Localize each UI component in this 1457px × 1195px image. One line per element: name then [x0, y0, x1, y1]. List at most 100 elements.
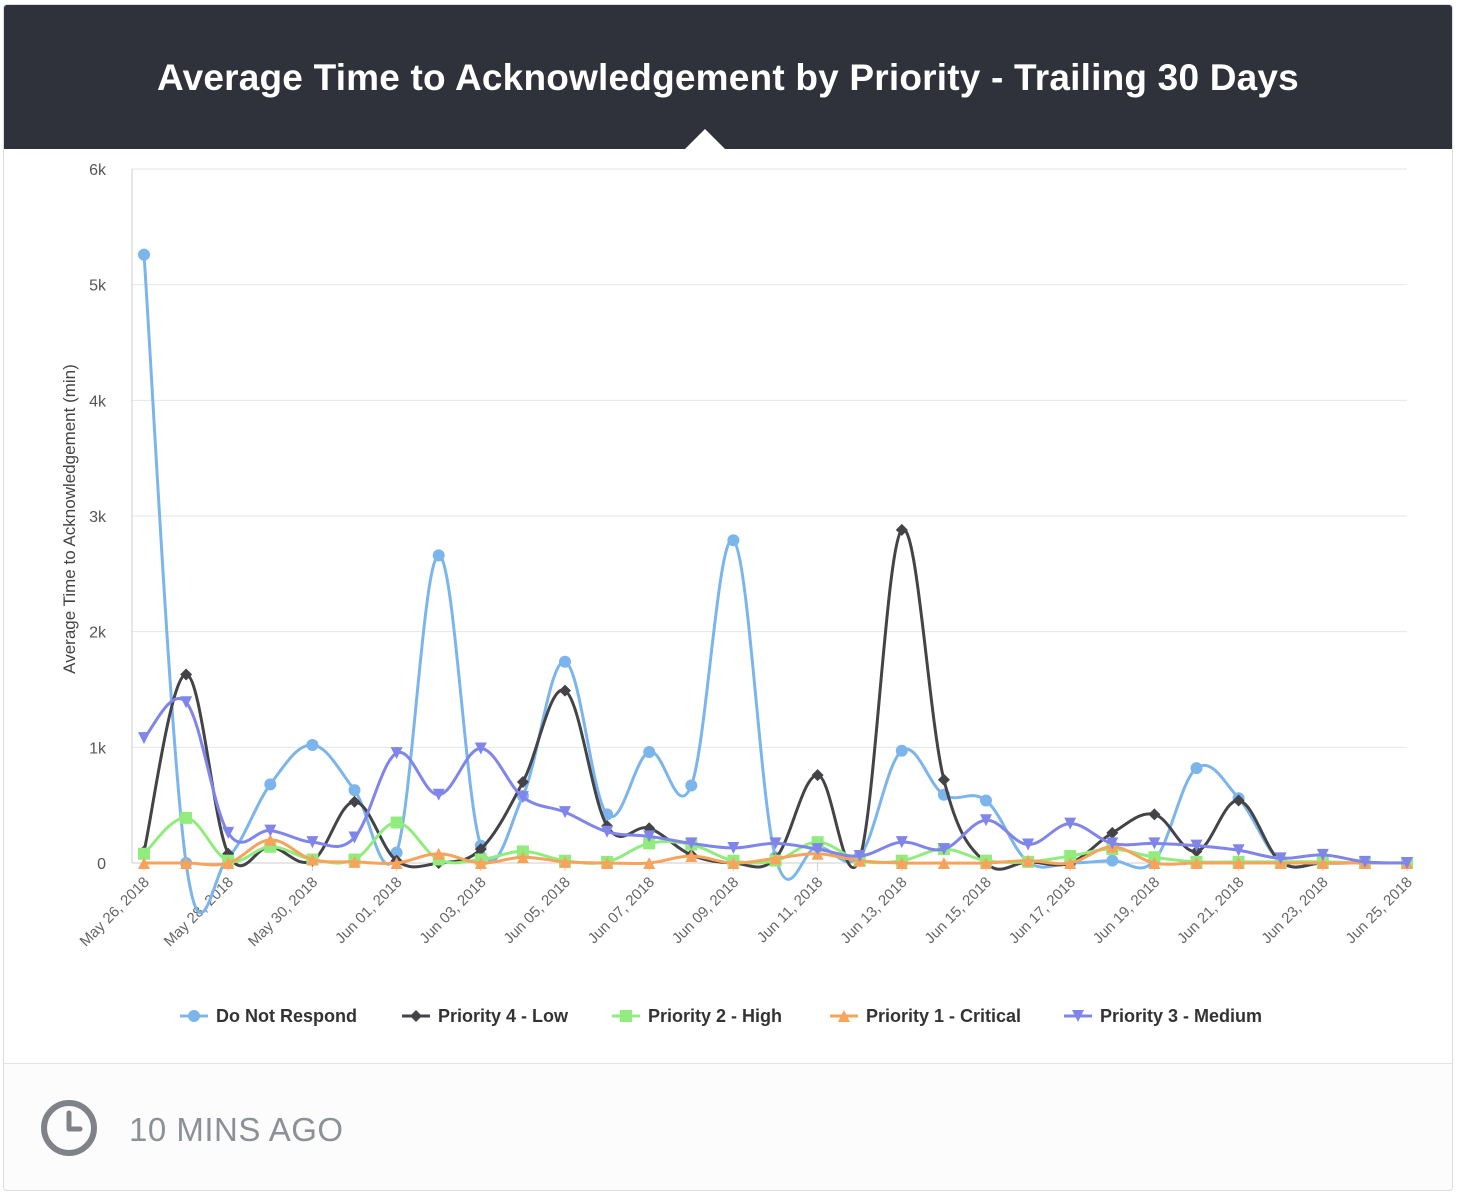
x-tick-label: May 30, 2018: [245, 874, 321, 950]
legend: Do Not Respond Priority 4 - Low Priority 2…: [180, 1006, 1262, 1026]
data-point: [559, 806, 571, 819]
data-point: [264, 833, 277, 846]
x-tick-label: Jun 15, 2018: [921, 874, 994, 947]
series-line: [142, 697, 1408, 865]
x-tick-label: Jun 13, 2018: [837, 874, 910, 947]
data-point: [980, 814, 992, 827]
data-point: [1401, 857, 1413, 869]
data-point: [895, 523, 908, 536]
data-point: [180, 811, 193, 824]
data-point: [222, 857, 235, 869]
data-point: [811, 769, 824, 782]
x-tick-label: Jun 25, 2018: [1342, 874, 1415, 947]
data-point: [306, 853, 319, 866]
series-group: [138, 248, 1413, 915]
data-point: [432, 549, 445, 562]
data-point: [685, 779, 698, 792]
data-point: [138, 732, 150, 745]
data-point: [516, 776, 529, 789]
data-point: [348, 831, 361, 844]
data-point: [432, 847, 445, 860]
legend-marker: [188, 1010, 200, 1022]
x-tick-label: May 26, 2018: [77, 874, 153, 950]
data-point: [432, 788, 445, 801]
data-point: [1022, 854, 1035, 867]
data-point: [264, 824, 277, 837]
x-tick-label: Jun 03, 2018: [416, 874, 489, 947]
clock-icon: [41, 1100, 97, 1156]
data-point: [348, 855, 361, 868]
series-do-not-respond: [138, 248, 1413, 915]
series-priority-3-medium: [138, 696, 1413, 869]
series-line: [142, 254, 1407, 915]
data-point: [643, 837, 656, 850]
data-point: [685, 837, 698, 850]
x-tick-label: Jun 21, 2018: [1174, 874, 1247, 947]
x-tick-label: Jun 19, 2018: [1090, 874, 1163, 947]
data-point: [1316, 848, 1329, 861]
y-tick-label: 6k: [89, 162, 107, 179]
data-point: [306, 836, 319, 849]
data-point: [1316, 857, 1329, 869]
x-tick-label: Jun 23, 2018: [1258, 874, 1331, 947]
data-point: [1148, 808, 1161, 821]
data-point: [390, 857, 403, 869]
legend-label: Priority 3 - Medium: [1100, 1006, 1262, 1026]
data-point: [559, 855, 571, 868]
data-point: [348, 784, 361, 797]
data-point: [1106, 826, 1119, 839]
data-point: [1190, 857, 1203, 869]
data-point: [1232, 794, 1245, 807]
legend-marker: [620, 1010, 632, 1022]
data-point: [1274, 852, 1287, 865]
data-point: [559, 684, 571, 697]
legend-item: Do Not Respond: [180, 1006, 357, 1026]
line-chart: 0 1k 2k 3k 4k 5k 6k Average Time to Acknowledg…: [60, 162, 1416, 1026]
series-priority-4-low: [138, 523, 1413, 871]
data-point: [138, 847, 150, 860]
data-point: [390, 816, 403, 829]
data-point: [769, 852, 782, 865]
data-point: [601, 825, 614, 838]
chart-title: Average Time to Acknowledgement by Prior…: [157, 57, 1299, 98]
y-tick-label: 5k: [89, 278, 107, 295]
legend-marker: [1072, 1010, 1084, 1022]
data-point: [937, 843, 950, 856]
data-point: [895, 744, 908, 757]
x-tick-label: Jun 11, 2018: [754, 874, 827, 947]
x-tick-label: Jun 09, 2018: [669, 874, 742, 947]
data-point: [180, 857, 193, 869]
data-point: [643, 857, 656, 869]
legend-label: Do Not Respond: [216, 1006, 357, 1026]
data-point: [1190, 839, 1203, 852]
data-point: [1148, 837, 1161, 850]
data-point: [895, 857, 908, 869]
data-point: [1064, 817, 1077, 830]
y-tick-label: 1k: [89, 740, 107, 757]
data-point: [264, 778, 277, 791]
data-point: [1022, 838, 1035, 851]
data-point: [559, 655, 571, 668]
legend-item: Priority 3 - Medium: [1064, 1006, 1262, 1026]
x-tick-label: Jun 07, 2018: [585, 874, 658, 947]
data-point: [138, 248, 150, 261]
data-point: [1064, 857, 1077, 869]
dashboard-card: Average Time to Acknowledgement by Prior…: [3, 4, 1453, 1191]
data-point: [937, 857, 950, 869]
x-tick-label: Jun 01, 2018: [332, 874, 405, 947]
data-point: [516, 851, 529, 864]
last-updated-label: 10 MINS AGO: [129, 1111, 344, 1148]
legend-marker: [410, 1010, 422, 1022]
data-point: [853, 850, 866, 863]
data-point: [1148, 857, 1161, 869]
data-point: [937, 773, 950, 786]
data-point: [685, 850, 698, 863]
y-tick-label: 2k: [89, 625, 107, 642]
legend-item: Priority 2 - High: [612, 1006, 782, 1026]
data-point: [643, 830, 656, 843]
data-point: [643, 745, 656, 758]
y-tick-label: 4k: [89, 393, 107, 410]
x-tick-label: Jun 05, 2018: [500, 874, 573, 947]
data-point: [727, 857, 740, 869]
data-point: [1190, 762, 1203, 775]
